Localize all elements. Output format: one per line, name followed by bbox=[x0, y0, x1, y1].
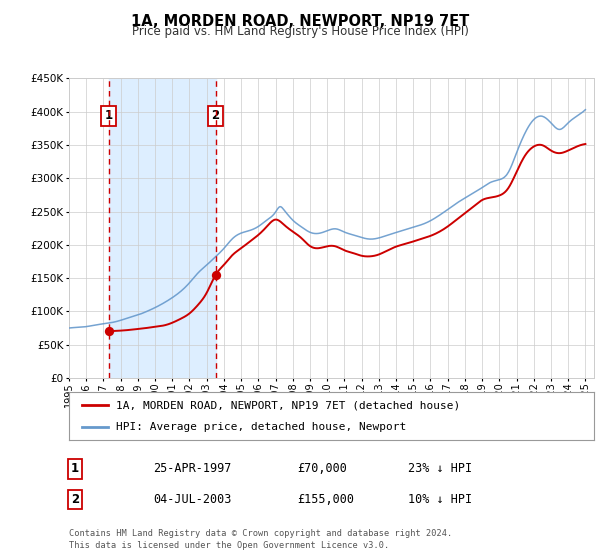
Text: 1A, MORDEN ROAD, NEWPORT, NP19 7ET (detached house): 1A, MORDEN ROAD, NEWPORT, NP19 7ET (deta… bbox=[116, 400, 461, 410]
Text: HPI: Average price, detached house, Newport: HPI: Average price, detached house, Newp… bbox=[116, 422, 407, 432]
Point bbox=[211, 270, 220, 279]
Text: Price paid vs. HM Land Registry's House Price Index (HPI): Price paid vs. HM Land Registry's House … bbox=[131, 25, 469, 38]
Text: £70,000: £70,000 bbox=[297, 462, 347, 475]
Text: 25-APR-1997: 25-APR-1997 bbox=[153, 462, 232, 475]
Text: Contains HM Land Registry data © Crown copyright and database right 2024.: Contains HM Land Registry data © Crown c… bbox=[69, 529, 452, 538]
Text: 10% ↓ HPI: 10% ↓ HPI bbox=[408, 493, 472, 506]
Bar bbox=[109, 78, 215, 378]
Text: 2: 2 bbox=[212, 109, 220, 122]
Text: 1A, MORDEN ROAD, NEWPORT, NP19 7ET: 1A, MORDEN ROAD, NEWPORT, NP19 7ET bbox=[131, 14, 469, 29]
Text: 2: 2 bbox=[71, 493, 79, 506]
Text: 1: 1 bbox=[71, 462, 79, 475]
Text: £155,000: £155,000 bbox=[297, 493, 354, 506]
Text: 1: 1 bbox=[104, 109, 113, 122]
Text: 23% ↓ HPI: 23% ↓ HPI bbox=[408, 462, 472, 475]
Text: 04-JUL-2003: 04-JUL-2003 bbox=[153, 493, 232, 506]
Point bbox=[104, 327, 113, 336]
Text: This data is licensed under the Open Government Licence v3.0.: This data is licensed under the Open Gov… bbox=[69, 541, 389, 550]
